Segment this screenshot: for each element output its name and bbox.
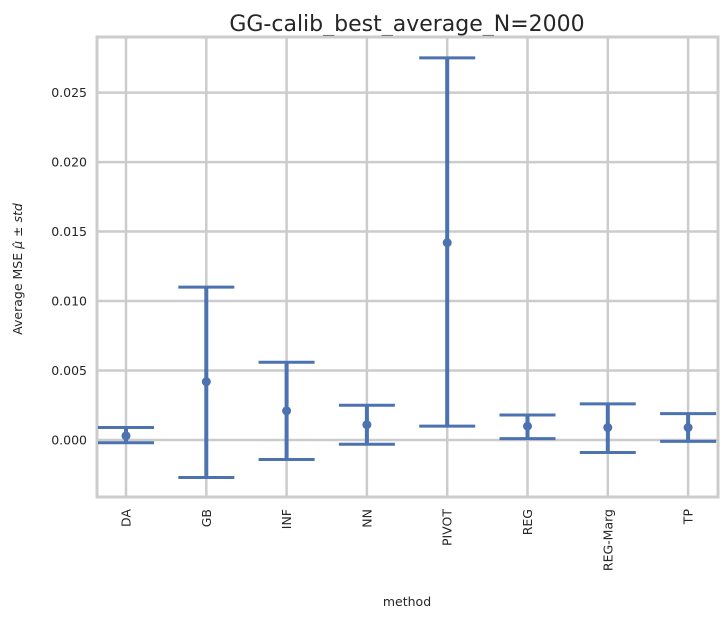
x-tick-label: INF: [279, 509, 294, 529]
mean-point: [442, 238, 452, 248]
x-tick-label: GB: [199, 509, 214, 527]
grid: [97, 37, 718, 497]
x-tick-label: NN: [359, 509, 374, 528]
mean-point: [121, 431, 131, 441]
x-tick-label: PIVOT: [440, 509, 455, 546]
mean-point: [362, 420, 372, 430]
mean-point: [201, 377, 211, 387]
mean-point: [683, 423, 693, 433]
y-axis-ticks: 0.000 0.005 0.010 0.015 0.020 0.025: [51, 85, 87, 447]
error-bar-series: [98, 56, 717, 480]
y-axis-label-text: Average MSE: [10, 249, 25, 335]
y-tick-label: 0.020: [51, 155, 87, 170]
y-tick-label: 0.015: [51, 224, 87, 239]
y-tick-label: 0.000: [51, 433, 87, 448]
mean-point: [603, 423, 613, 433]
plot-frame: [95, 35, 720, 499]
mean-point: [523, 421, 532, 431]
y-axis-label-math: μ̂ ± std: [10, 203, 25, 250]
x-tick-label: DA: [119, 509, 134, 527]
x-tick-label: REG: [520, 509, 535, 535]
x-tick-label: REG-Marg: [600, 509, 615, 571]
mean-point: [282, 406, 292, 416]
y-tick-label: 0.025: [51, 85, 87, 100]
y-tick-label: 0.005: [51, 363, 87, 378]
y-axis-label: Average MSE μ̂ ± std: [10, 203, 25, 335]
x-axis-label: method: [383, 594, 431, 609]
chart-title: GG-calib_best_average_N=2000: [229, 12, 584, 37]
x-tick-label: TP: [681, 509, 696, 526]
y-tick-label: 0.010: [51, 294, 87, 309]
x-axis-ticks: DA GB INF NN PIVOT REG REG-Marg TP: [119, 509, 696, 572]
